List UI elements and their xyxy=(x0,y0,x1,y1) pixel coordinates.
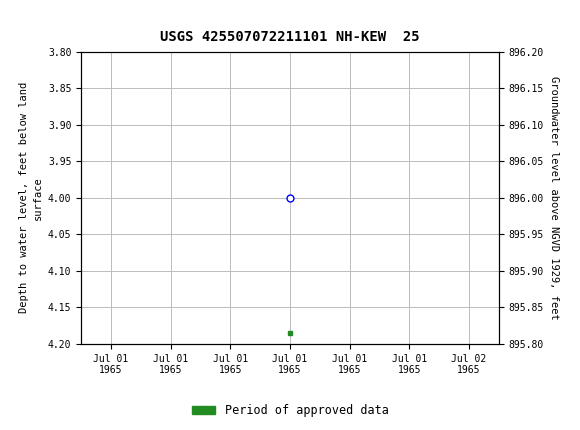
Y-axis label: Groundwater level above NGVD 1929, feet: Groundwater level above NGVD 1929, feet xyxy=(549,76,559,319)
Legend: Period of approved data: Period of approved data xyxy=(187,399,393,422)
Y-axis label: Depth to water level, feet below land
surface: Depth to water level, feet below land su… xyxy=(19,82,42,313)
Text: USGS: USGS xyxy=(39,5,95,23)
Text: USGS 425507072211101 NH-KEW  25: USGS 425507072211101 NH-KEW 25 xyxy=(160,30,420,43)
